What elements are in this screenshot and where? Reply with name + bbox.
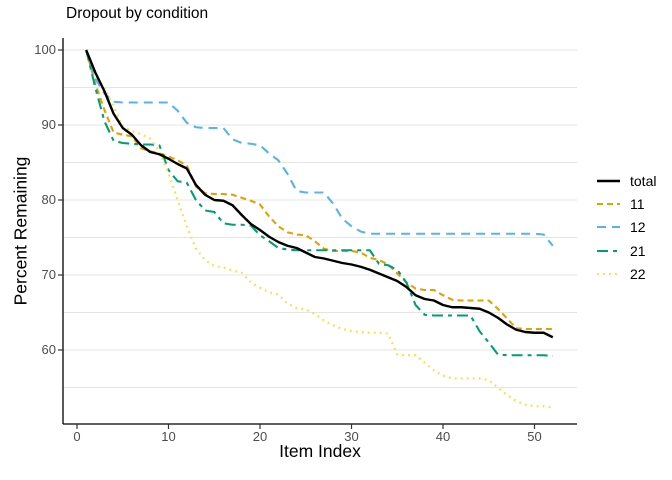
x-tick-label-10: 10	[161, 429, 176, 444]
x-axis-label: Item Index	[279, 441, 361, 461]
legend-item-22: 22	[597, 262, 656, 285]
legend-key-total	[597, 179, 620, 182]
legend-item-total: total	[597, 169, 656, 192]
x-tick-label-50: 50	[527, 429, 542, 444]
legend-label-12: 12	[630, 219, 646, 236]
legend-key-21	[597, 249, 620, 252]
x-tick-label-0: 0	[73, 429, 81, 444]
legend: total 11 12 21 22	[597, 169, 656, 285]
x-tick-label-30: 30	[344, 429, 359, 444]
x-tick-label-40: 40	[435, 429, 451, 444]
y-tick-label-80: 80	[41, 192, 56, 207]
legend-label-11: 11	[630, 195, 645, 212]
legend-key-22	[597, 272, 620, 275]
y-axis-label: Percent Remaining	[10, 156, 31, 306]
series-line-22	[85, 49, 553, 409]
chart-title: Dropout by condition	[66, 5, 209, 22]
legend-item-11: 11	[597, 192, 656, 215]
legend-label-21: 21	[630, 242, 646, 259]
series-line-total	[85, 49, 554, 339]
y-tick-label-60: 60	[41, 342, 56, 357]
series-line-11	[85, 49, 553, 331]
y-tick-label-70: 70	[41, 267, 56, 282]
x-tick-label-20: 20	[252, 429, 268, 444]
y-tick-label-90: 90	[41, 117, 56, 132]
series-line-12	[85, 49, 554, 247]
legend-label-total: total	[630, 172, 657, 189]
legend-item-21: 21	[597, 239, 656, 262]
legend-key-12	[597, 226, 620, 229]
legend-key-11	[597, 202, 620, 205]
y-tick-label-100: 100	[34, 42, 56, 57]
legend-item-12: 12	[597, 216, 656, 239]
legend-label-22: 22	[630, 265, 646, 282]
